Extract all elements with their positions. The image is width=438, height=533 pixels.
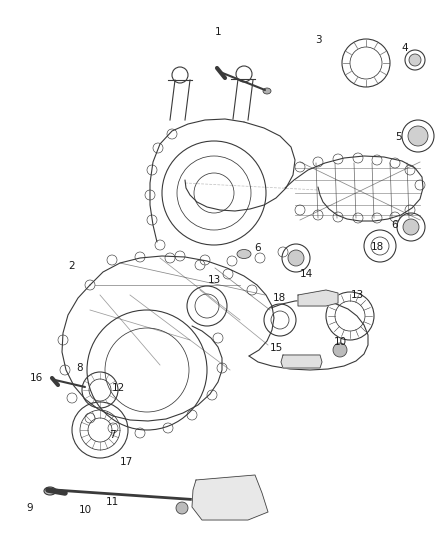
Text: 3: 3 (314, 35, 321, 45)
Ellipse shape (44, 487, 56, 495)
Circle shape (408, 126, 428, 146)
Text: 18: 18 (272, 293, 286, 303)
Text: 10: 10 (333, 337, 346, 347)
Text: 4: 4 (402, 43, 408, 53)
Text: 18: 18 (371, 242, 384, 252)
Text: 10: 10 (78, 505, 92, 515)
Circle shape (288, 250, 304, 266)
Text: 13: 13 (350, 290, 364, 300)
Text: 16: 16 (29, 373, 42, 383)
Text: 11: 11 (106, 497, 119, 507)
Text: 6: 6 (392, 220, 398, 230)
Text: 17: 17 (120, 457, 133, 467)
Text: 12: 12 (111, 383, 125, 393)
Text: 2: 2 (69, 261, 75, 271)
Text: 13: 13 (207, 275, 221, 285)
Circle shape (403, 219, 419, 235)
Ellipse shape (237, 249, 251, 259)
Circle shape (333, 343, 347, 357)
Circle shape (409, 54, 421, 66)
Ellipse shape (263, 88, 271, 94)
Polygon shape (298, 290, 338, 306)
Text: 15: 15 (269, 343, 283, 353)
Circle shape (176, 502, 188, 514)
Text: 5: 5 (395, 132, 401, 142)
Text: 7: 7 (109, 430, 115, 440)
Text: 1: 1 (215, 27, 221, 37)
Text: 8: 8 (77, 363, 83, 373)
Text: 9: 9 (27, 503, 33, 513)
Polygon shape (192, 475, 268, 520)
Text: 6: 6 (254, 243, 261, 253)
Polygon shape (281, 355, 322, 368)
Text: 14: 14 (300, 269, 313, 279)
